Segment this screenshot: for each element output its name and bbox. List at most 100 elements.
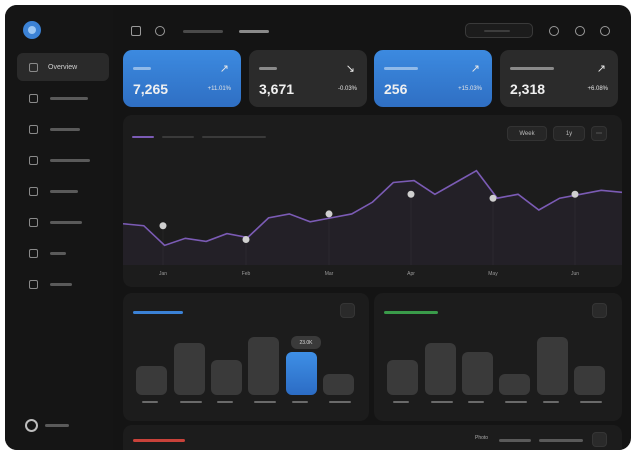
stat-change: +15.03% [458, 86, 482, 92]
stat-card[interactable]: ↗ 2,318 +6.08% [500, 50, 618, 107]
bar-label [329, 401, 351, 403]
sidebar-item-inbox[interactable] [17, 177, 109, 205]
bar[interactable] [286, 351, 317, 395]
line-point [489, 194, 497, 202]
folder-icon [29, 124, 38, 134]
line-point [242, 235, 250, 243]
bar-label [292, 401, 308, 403]
line-point [159, 222, 167, 230]
stat-value: 3,671 [259, 81, 295, 97]
inbox-icon [29, 186, 38, 196]
more-button[interactable] [592, 303, 607, 318]
month-label: Jan [158, 271, 168, 277]
trend-down-icon: ↘ [345, 63, 355, 75]
calendar-icon [29, 93, 38, 103]
sidebar-item-monitor[interactable] [17, 208, 109, 236]
sidebar-item-copy[interactable] [17, 270, 109, 298]
bar-label [505, 401, 527, 403]
bar-chart-panel-right [374, 293, 622, 421]
stat-card[interactable]: ↗ 256 +15.03% [374, 50, 492, 107]
month-label: May [488, 271, 498, 277]
line-point [571, 190, 579, 198]
month-label: Apr [407, 271, 415, 277]
bar[interactable] [499, 374, 530, 395]
bar[interactable] [136, 366, 167, 395]
sidebar-item-label [50, 158, 90, 162]
stat-change: +11.01% [207, 86, 231, 92]
app-window: Overview [5, 5, 631, 450]
header [123, 5, 631, 45]
panel-title [133, 439, 185, 442]
sidebar-item-label [50, 189, 78, 193]
search-input[interactable] [465, 23, 533, 38]
stat-card-title [384, 67, 418, 70]
star-icon[interactable] [155, 26, 165, 36]
more-button[interactable] [340, 303, 355, 318]
bar[interactable] [387, 359, 418, 395]
user-name [45, 424, 69, 427]
bar[interactable] [211, 359, 242, 395]
legend-series-active[interactable] [132, 136, 154, 138]
stat-card-title [510, 67, 554, 70]
panel-title [133, 311, 183, 314]
legend-series[interactable] [162, 136, 194, 138]
stat-card-title [133, 67, 151, 70]
bell-icon[interactable] [600, 26, 610, 36]
history-icon[interactable] [575, 26, 585, 36]
bar[interactable] [425, 343, 456, 395]
sidebar-item-calendar[interactable] [17, 84, 109, 112]
breadcrumb-parent[interactable] [183, 30, 223, 33]
period-select[interactable]: Week [507, 126, 547, 141]
line-chart [123, 169, 622, 265]
range-select[interactable]: 1y [553, 126, 585, 141]
bar-label [217, 401, 233, 403]
bar-label [393, 401, 409, 403]
monitor-icon [29, 217, 38, 227]
month-label: Jun [570, 271, 580, 277]
sidebar-item-list[interactable] [17, 239, 109, 267]
more-button[interactable]: ⋯ [591, 126, 607, 141]
sidebar-toggle-icon[interactable] [131, 26, 141, 36]
panel-title [384, 311, 438, 314]
stat-change: -0.03% [337, 86, 357, 92]
sidebar-item-folder[interactable] [17, 115, 109, 143]
bar-chart-panel-left [123, 293, 369, 421]
stat-value: 2,318 [510, 81, 546, 97]
trend-up-icon: ↗ [470, 63, 480, 75]
legend-label: Photo [475, 435, 489, 441]
sidebar-item-overview[interactable]: Overview [17, 53, 109, 81]
user-icon[interactable] [25, 419, 38, 432]
sidebar-item-label [50, 96, 88, 100]
bar[interactable] [537, 337, 568, 395]
document-icon [29, 155, 38, 165]
legend-bar [539, 439, 583, 442]
legend-series[interactable] [202, 136, 266, 138]
bar[interactable] [174, 343, 205, 395]
trend-up-icon: ↗ [219, 63, 229, 75]
stat-change: +6.08% [587, 86, 608, 92]
bar-label [180, 401, 202, 403]
line-series [123, 169, 622, 247]
sidebar-item-label [50, 282, 72, 286]
line-area [123, 170, 622, 265]
stat-card[interactable]: ↗ 7,265 +11.01% [123, 50, 241, 107]
bottom-panel [123, 425, 622, 450]
more-button[interactable] [592, 432, 607, 447]
sidebar-item-label [50, 251, 66, 255]
bar[interactable] [248, 337, 279, 395]
logo-icon [23, 21, 41, 39]
sun-icon[interactable] [549, 26, 559, 36]
sidebar-item-document[interactable] [17, 146, 109, 174]
grid-icon [29, 62, 38, 72]
bar[interactable] [323, 374, 354, 395]
stat-card-title [259, 67, 277, 70]
bar[interactable] [462, 351, 493, 395]
stat-value: 7,265 [133, 81, 169, 97]
line-point [407, 190, 415, 198]
month-label: Feb [241, 271, 251, 277]
bar-label [468, 401, 484, 403]
bar-label [543, 401, 559, 403]
legend-bar [499, 439, 531, 442]
stat-card[interactable]: ↘ 3,671 -0.03% [249, 50, 367, 107]
bar[interactable] [574, 366, 605, 395]
